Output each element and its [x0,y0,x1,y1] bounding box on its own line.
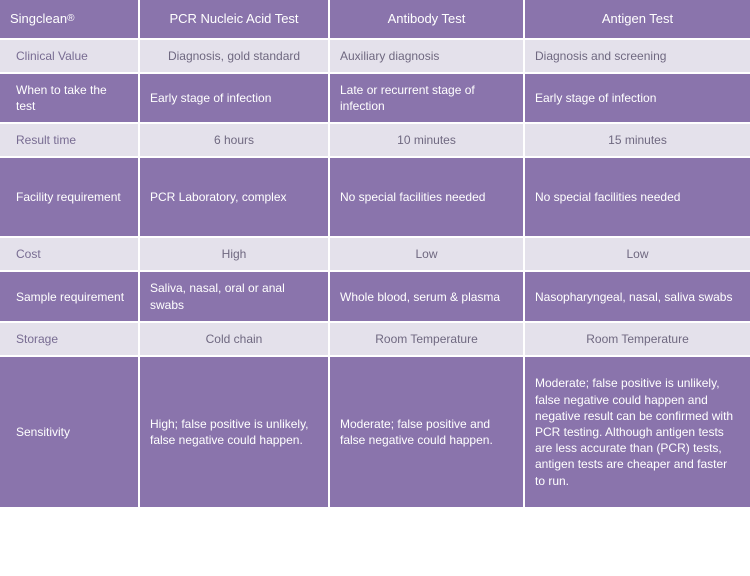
cell-facility-antigen: No special facilities needed [525,158,750,236]
brand-name: Singclean [10,10,67,28]
cell-when-antibody: Late or recurrent stage of infection [330,74,525,122]
cell-storage-antibody: Room Temperature [330,323,525,355]
row-facility: Facility requirement PCR Laboratory, com… [0,158,750,238]
brand-cell: Singclean® [0,0,140,38]
cell-cost-antibody: Low [330,238,525,270]
cell-cost-antigen: Low [525,238,750,270]
row-cost: Cost High Low Low [0,238,750,272]
row-storage: Storage Cold chain Room Temperature Room… [0,323,750,357]
label-storage: Storage [0,323,140,355]
cell-storage-pcr: Cold chain [140,323,330,355]
cell-result-time-antibody: 10 minutes [330,124,525,156]
table-header-row: Singclean® PCR Nucleic Acid Test Antibod… [0,0,750,40]
cell-when-pcr: Early stage of infection [140,74,330,122]
label-clinical-value: Clinical Value [0,40,140,72]
header-antigen: Antigen Test [525,0,750,38]
label-sample: Sample requirement [0,272,140,320]
cell-sample-antibody: Whole blood, serum & plasma [330,272,525,320]
cell-storage-antigen: Room Temperature [525,323,750,355]
cell-sensitivity-pcr: High; false positive is unlikely, false … [140,357,330,507]
cell-clinical-value-pcr: Diagnosis, gold standard [140,40,330,72]
cell-sample-pcr: Saliva, nasal, oral or anal swabs [140,272,330,320]
label-sensitivity: Sensitivity [0,357,140,507]
header-pcr: PCR Nucleic Acid Test [140,0,330,38]
cell-clinical-value-antibody: Auxiliary diagnosis [330,40,525,72]
cell-cost-pcr: High [140,238,330,270]
brand-reg: ® [67,12,74,26]
cell-sensitivity-antibody: Moderate; false positive and false negat… [330,357,525,507]
cell-when-antigen: Early stage of infection [525,74,750,122]
row-clinical-value: Clinical Value Diagnosis, gold standard … [0,40,750,74]
cell-facility-pcr: PCR Laboratory, complex [140,158,330,236]
label-result-time: Result time [0,124,140,156]
comparison-table: Singclean® PCR Nucleic Acid Test Antibod… [0,0,750,507]
label-facility: Facility requirement [0,158,140,236]
cell-sample-antigen: Nasopharyngeal, nasal, saliva swabs [525,272,750,320]
row-when: When to take the test Early stage of inf… [0,74,750,124]
cell-result-time-antigen: 15 minutes [525,124,750,156]
row-sample: Sample requirement Saliva, nasal, oral o… [0,272,750,322]
cell-clinical-value-antigen: Diagnosis and screening [525,40,750,72]
label-cost: Cost [0,238,140,270]
header-antibody: Antibody Test [330,0,525,38]
cell-facility-antibody: No special facilities needed [330,158,525,236]
cell-sensitivity-antigen: Moderate; false positive is unlikely, fa… [525,357,750,507]
cell-result-time-pcr: 6 hours [140,124,330,156]
row-sensitivity: Sensitivity High; false positive is unli… [0,357,750,507]
label-when: When to take the test [0,74,140,122]
row-result-time: Result time 6 hours 10 minutes 15 minute… [0,124,750,158]
